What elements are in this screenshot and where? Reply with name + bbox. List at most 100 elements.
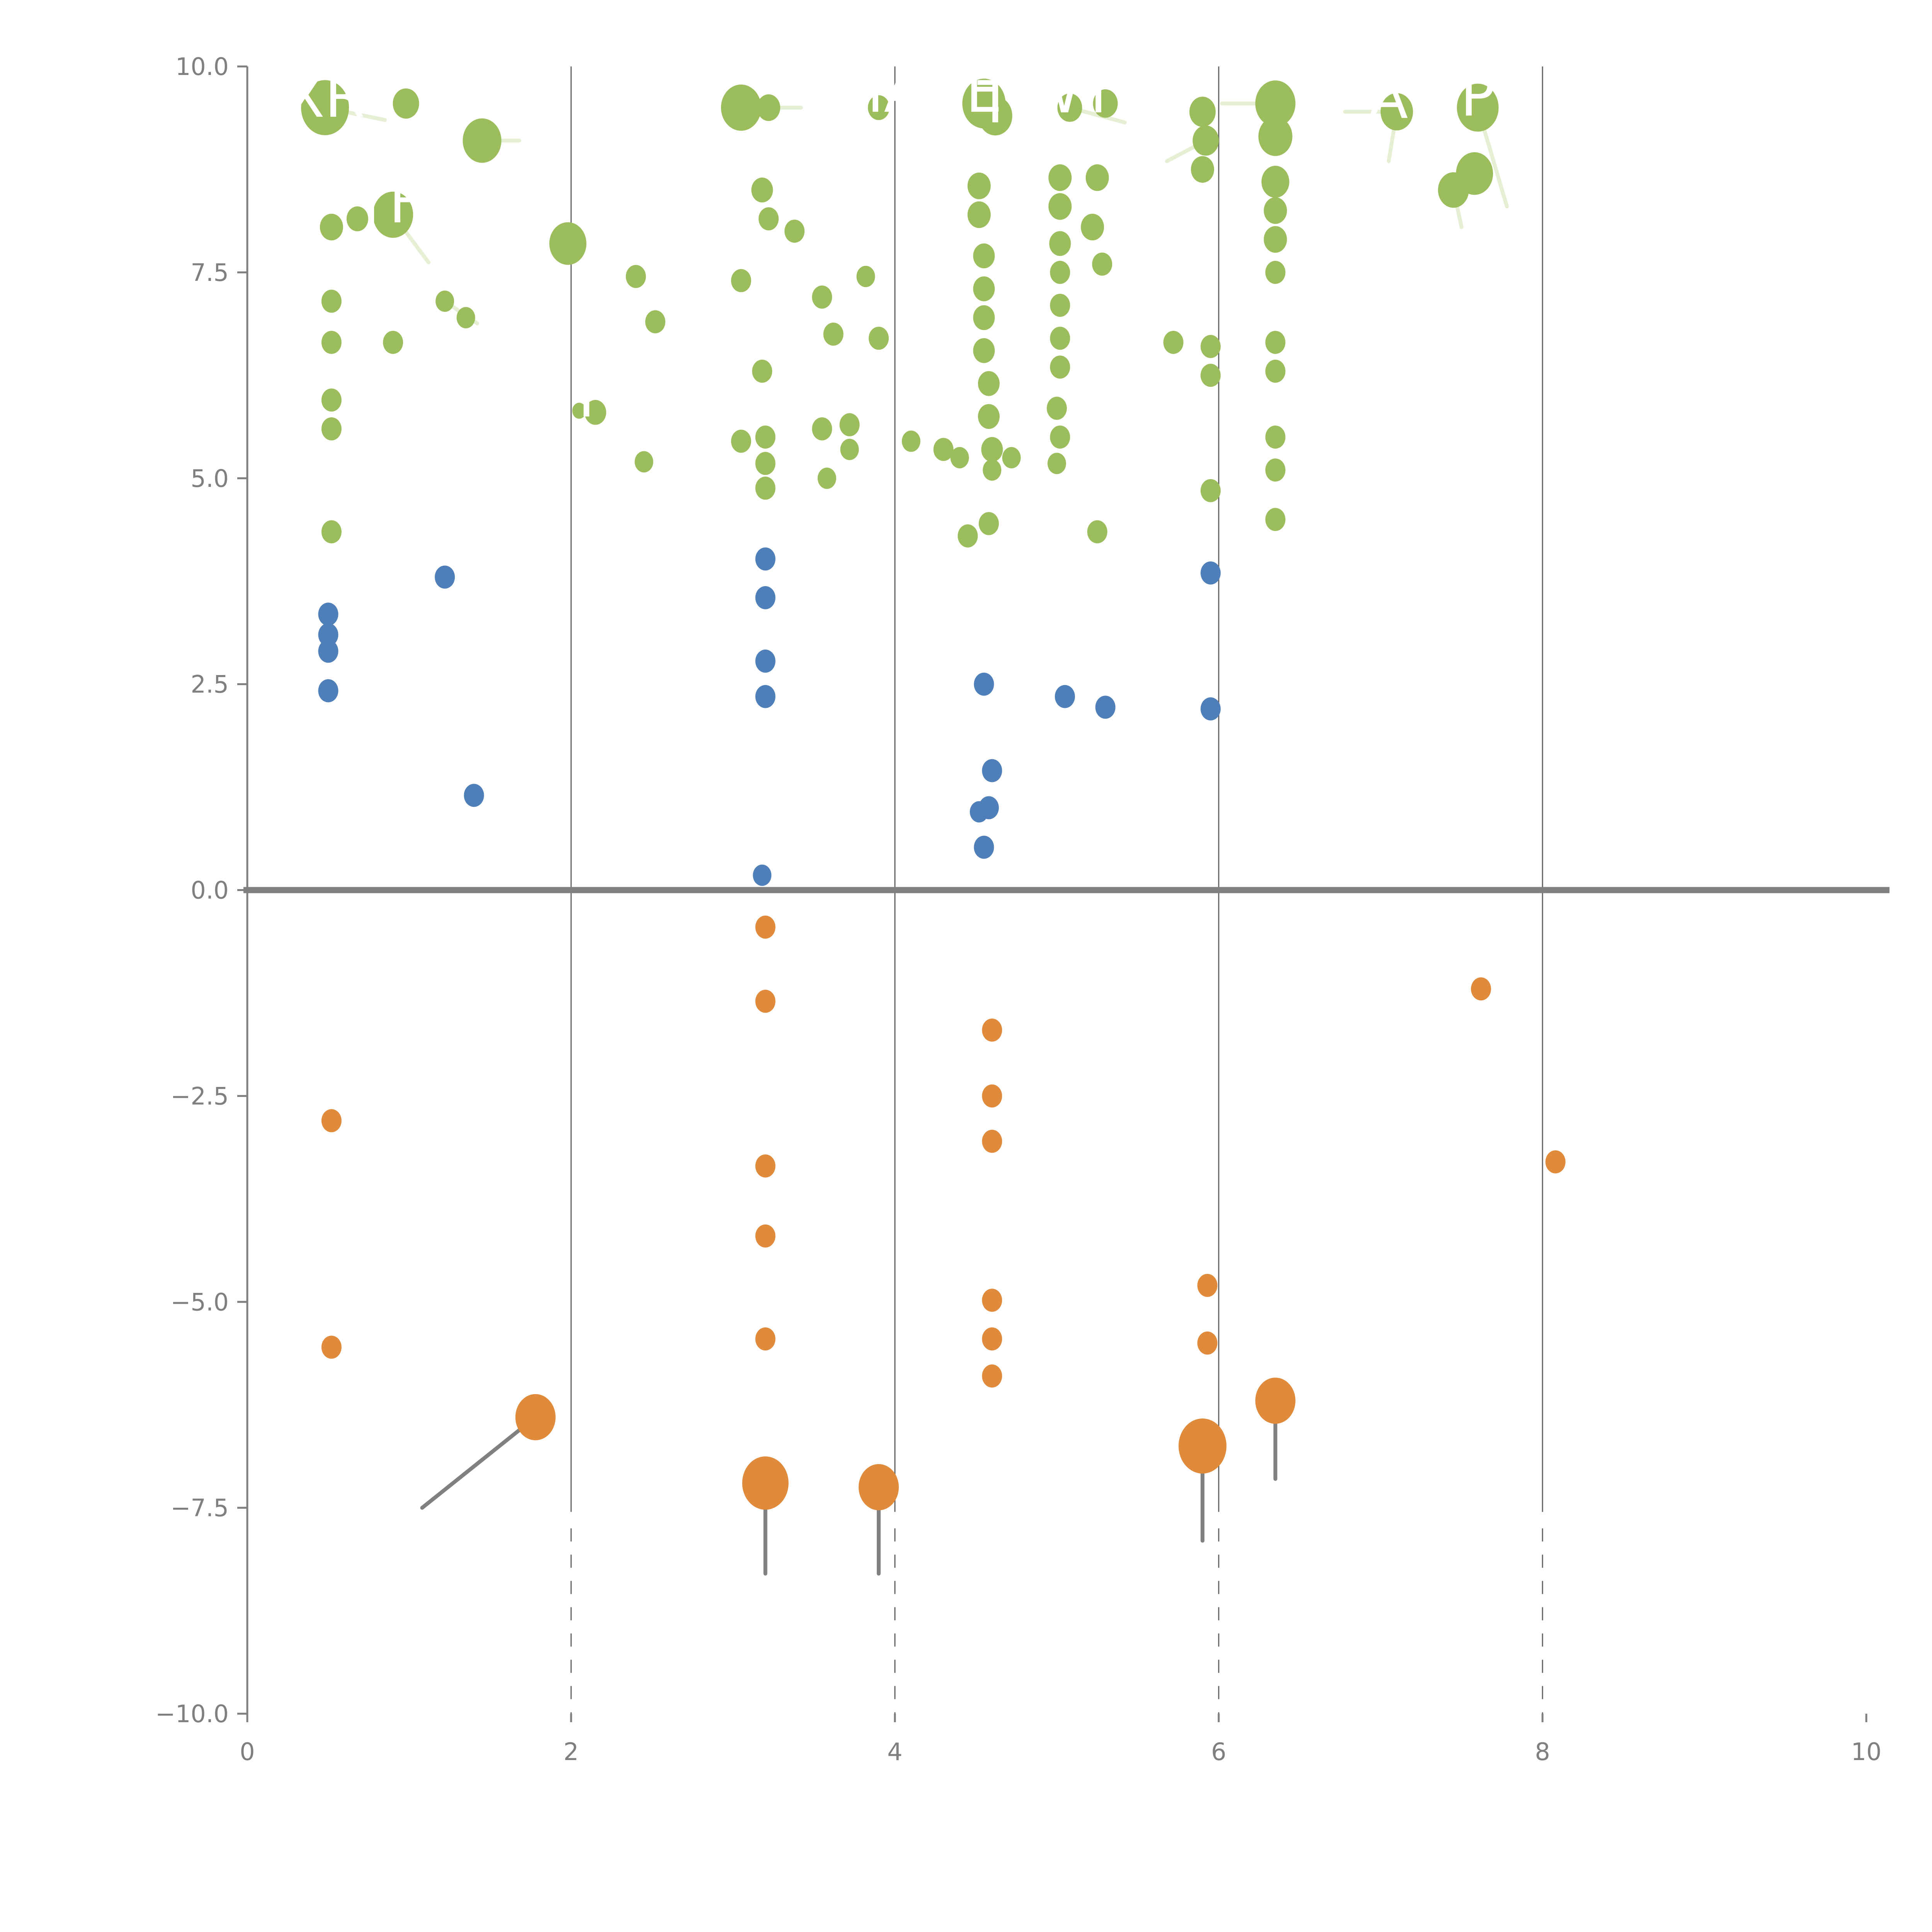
data-point-blue[interactable] xyxy=(982,759,1002,782)
data-point-green[interactable] xyxy=(823,322,844,346)
data-point-green[interactable] xyxy=(1201,335,1221,358)
data-point-orange[interactable] xyxy=(859,1464,899,1510)
data-point-green[interactable] xyxy=(751,177,773,202)
data-points-group[interactable] xyxy=(301,78,1566,1510)
data-point-green[interactable] xyxy=(721,84,761,131)
data-point-blue[interactable] xyxy=(1201,561,1221,585)
data-point-green[interactable] xyxy=(321,289,342,313)
data-point-green[interactable] xyxy=(1050,260,1070,284)
data-point-green[interactable] xyxy=(1191,156,1214,183)
data-point-orange[interactable] xyxy=(1471,977,1491,1001)
data-point-orange[interactable] xyxy=(982,1018,1002,1042)
data-point-orange[interactable] xyxy=(982,1129,1002,1153)
data-point-green[interactable] xyxy=(1050,294,1070,317)
data-point-green[interactable] xyxy=(868,95,890,120)
data-point-blue[interactable] xyxy=(753,864,772,886)
data-point-green[interactable] xyxy=(818,468,837,489)
data-point-green[interactable] xyxy=(572,403,586,419)
data-point-blue[interactable] xyxy=(755,547,776,571)
data-point-green[interactable] xyxy=(456,307,475,328)
data-point-green[interactable] xyxy=(1049,231,1071,256)
data-point-green[interactable] xyxy=(1265,359,1286,383)
data-point-green[interactable] xyxy=(757,94,781,121)
data-point-green[interactable] xyxy=(321,388,342,412)
data-point-blue[interactable] xyxy=(318,623,338,646)
data-point-green[interactable] xyxy=(1087,520,1107,544)
data-point-green[interactable] xyxy=(1265,260,1286,284)
data-point-orange[interactable] xyxy=(982,1327,1002,1351)
data-point-green[interactable] xyxy=(784,219,805,243)
data-point-green[interactable] xyxy=(978,404,1000,429)
data-point-green[interactable] xyxy=(1085,164,1109,191)
data-point-green[interactable] xyxy=(812,417,832,440)
data-point-green[interactable] xyxy=(1048,193,1072,220)
data-point-blue[interactable] xyxy=(1201,697,1221,721)
data-point-green[interactable] xyxy=(1081,214,1104,241)
data-point-green[interactable] xyxy=(755,425,776,449)
data-point-green[interactable] xyxy=(973,243,995,269)
data-point-orange[interactable] xyxy=(1197,1331,1218,1355)
data-point-orange[interactable] xyxy=(321,1109,342,1133)
data-point-green[interactable] xyxy=(1050,425,1070,449)
data-point-green[interactable] xyxy=(1380,93,1413,131)
data-point-green[interactable] xyxy=(1047,396,1067,420)
data-point-green[interactable] xyxy=(383,331,403,354)
data-point-green[interactable] xyxy=(933,438,954,461)
data-point-orange[interactable] xyxy=(1179,1418,1227,1474)
data-point-green[interactable] xyxy=(973,338,995,363)
data-point-green[interactable] xyxy=(1265,331,1286,354)
data-point-green[interactable] xyxy=(373,191,413,238)
data-point-green[interactable] xyxy=(1048,164,1072,191)
data-point-blue[interactable] xyxy=(974,835,994,859)
data-point-green[interactable] xyxy=(978,96,1012,136)
data-point-green[interactable] xyxy=(973,305,995,330)
data-point-green[interactable] xyxy=(1057,93,1082,122)
data-point-green[interactable] xyxy=(839,413,860,437)
data-point-green[interactable] xyxy=(645,310,665,333)
data-point-green[interactable] xyxy=(856,265,875,287)
data-point-green[interactable] xyxy=(1265,425,1286,449)
data-point-green[interactable] xyxy=(957,524,978,548)
data-point-green[interactable] xyxy=(393,88,419,119)
data-point-green[interactable] xyxy=(1265,508,1286,531)
data-point-blue[interactable] xyxy=(464,784,484,807)
data-point-green[interactable] xyxy=(463,118,502,163)
data-point-orange[interactable] xyxy=(755,1154,776,1178)
data-point-orange[interactable] xyxy=(755,1327,776,1351)
data-point-blue[interactable] xyxy=(969,801,988,823)
data-point-orange[interactable] xyxy=(755,990,776,1013)
data-point-green[interactable] xyxy=(320,214,343,241)
data-point-green[interactable] xyxy=(1438,172,1469,208)
data-point-green[interactable] xyxy=(321,417,342,440)
data-point-green[interactable] xyxy=(1092,252,1112,276)
data-point-green[interactable] xyxy=(950,447,969,469)
data-point-green[interactable] xyxy=(731,429,751,453)
data-point-green[interactable] xyxy=(973,276,995,301)
data-point-blue[interactable] xyxy=(1095,696,1116,719)
data-point-green[interactable] xyxy=(634,451,653,473)
data-point-green[interactable] xyxy=(1255,80,1296,127)
data-point-green[interactable] xyxy=(1163,331,1184,354)
data-point-green[interactable] xyxy=(301,80,349,135)
data-point-green[interactable] xyxy=(755,452,776,475)
data-point-green[interactable] xyxy=(1050,355,1070,379)
data-point-orange[interactable] xyxy=(982,1364,1002,1388)
data-point-orange[interactable] xyxy=(755,1224,776,1248)
data-point-green[interactable] xyxy=(1093,89,1118,118)
data-point-green[interactable] xyxy=(1261,166,1289,198)
data-point-green[interactable] xyxy=(978,371,1000,396)
data-point-green[interactable] xyxy=(1457,83,1499,132)
data-point-blue[interactable] xyxy=(318,602,338,626)
data-point-green[interactable] xyxy=(869,327,889,350)
data-point-orange[interactable] xyxy=(321,1335,342,1359)
data-point-green[interactable] xyxy=(967,201,991,228)
data-point-green[interactable] xyxy=(1050,327,1070,350)
data-point-green[interactable] xyxy=(549,222,587,265)
data-point-blue[interactable] xyxy=(318,639,338,663)
data-point-green[interactable] xyxy=(731,269,751,293)
data-point-green[interactable] xyxy=(759,207,779,231)
data-point-orange[interactable] xyxy=(1545,1150,1566,1173)
data-point-orange[interactable] xyxy=(1197,1274,1218,1297)
data-point-green[interactable] xyxy=(812,285,832,309)
data-point-green[interactable] xyxy=(626,265,646,288)
